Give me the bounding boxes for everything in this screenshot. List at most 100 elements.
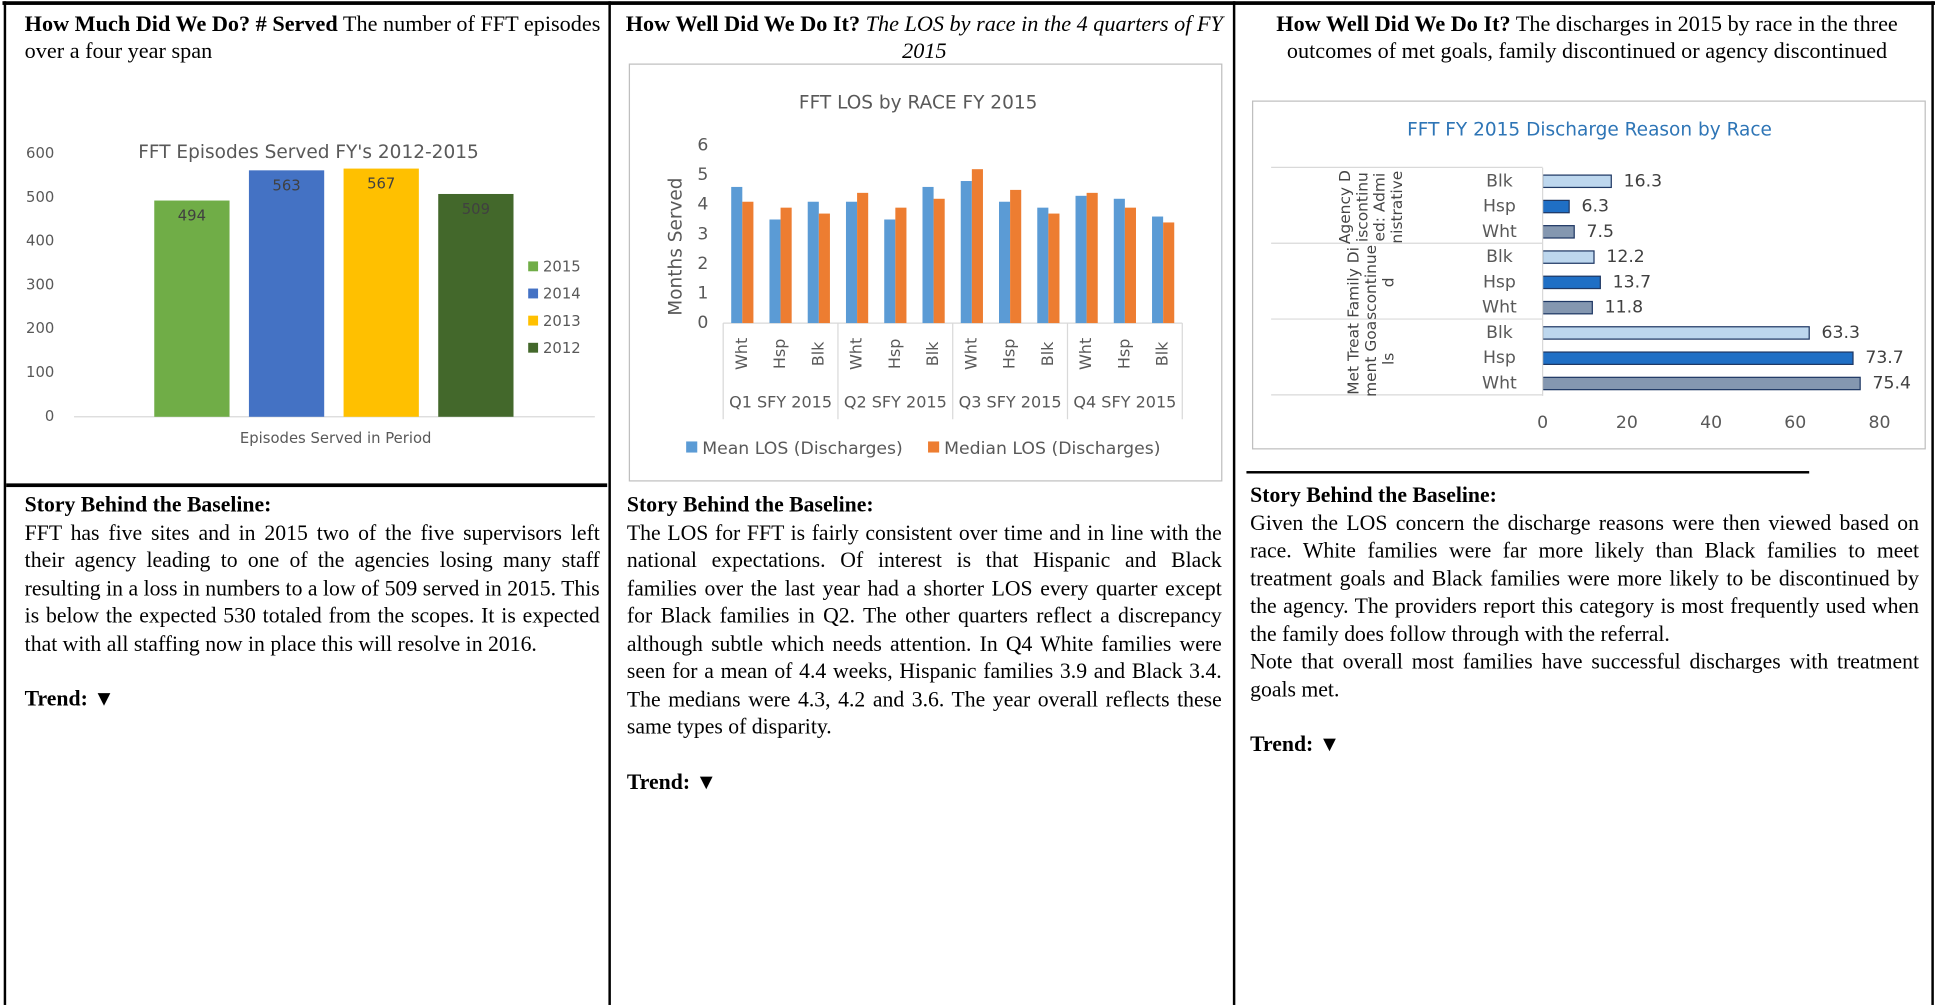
y-axis-label: Months Served [665,177,686,315]
value-label: 12.2 [1606,247,1644,267]
left-border [3,1,7,1005]
category-label: Hsp [1483,272,1516,292]
legend-swatch [528,288,539,299]
section-rule [1246,471,1810,474]
x-tick-label: Blk [808,341,827,366]
bar [1086,192,1098,324]
bar [1542,275,1601,290]
y-tick-label: 0 [697,313,708,333]
value-label: 63.3 [1822,323,1860,343]
value-label: 567 [367,176,395,193]
group-label: Family Discontinued [1343,244,1398,320]
y-tick-label: 100 [26,364,54,381]
chart-title: FFT LOS by RACE FY 2015 [799,93,1037,114]
bar [343,168,419,417]
category-label: Blk [1486,171,1513,191]
legend-swatch [928,441,940,453]
value-label: 494 [178,208,206,225]
header-text: The LOS by race in the 4 quarters of FY … [860,11,1223,63]
x-tick-label: 80 [1869,413,1891,433]
legend-label: 2014 [543,286,581,303]
value-label: 6.3 [1581,197,1608,217]
bar [1542,250,1595,264]
x-axis-label: Episodes Served in Period [240,430,431,447]
bar [1542,300,1593,315]
group-label: Agency Discontinued: Administrative [1335,169,1406,244]
value-label: 563 [272,177,300,194]
y-tick-label: 4 [697,195,708,215]
bar [154,200,230,417]
y-tick-label: 500 [26,189,54,206]
bar [1542,225,1575,239]
column-divider [608,1,611,1005]
bar [1048,213,1060,324]
story-heading: Story Behind the Baseline: [1250,482,1497,507]
bar [922,186,934,324]
legend-label: 2012 [543,340,581,357]
category-label: Wht [1482,222,1517,242]
y-tick-label: 300 [26,276,54,293]
bar [971,169,983,324]
y-tick-label: 200 [26,320,54,337]
value-label: 73.7 [1865,348,1903,368]
x-tick-label: 60 [1784,413,1806,433]
category-label: Wht [1482,298,1517,318]
bar [960,181,972,324]
section-rule [6,483,608,488]
legend-swatch [528,261,539,272]
y-tick-label: 400 [26,233,54,250]
panel-header: How Much Did We Do? # Served The number … [25,10,605,64]
bar [1113,198,1125,324]
value-label: 7.5 [1587,222,1614,242]
header-bold: How Well Did We Do It? [1276,11,1511,36]
bar [818,213,830,324]
bar [999,201,1011,324]
bar [769,219,781,324]
x-tick-label: 0 [1537,413,1548,433]
y-tick-label: 1 [697,283,708,303]
header-bold: How Much Did We Do? # Served [24,11,338,36]
value-label: 75.4 [1873,373,1911,393]
y-tick-label: 5 [697,165,708,185]
chart-frame [1251,100,1926,450]
legend-swatch [686,441,698,453]
category-label: Hsp [1483,197,1516,217]
bar [845,201,858,324]
header-text: The discharges in 2015 by race in the th… [1286,11,1898,63]
value-label: 509 [462,201,490,218]
legend-label: 2015 [543,259,581,276]
bar [742,201,754,324]
category-label: Wht [1482,373,1517,393]
y-tick-label: 6 [697,136,708,156]
x-tick-label: Hsp [770,339,789,370]
bar [1124,207,1136,324]
story: Story Behind the Baseline: Given the LOS … [1250,481,1919,758]
x-tick-label: Blk [923,341,942,366]
story-heading: Story Behind the Baseline: [626,492,874,517]
legend-swatch [528,342,539,353]
legend-swatch [528,315,539,326]
bar [1542,174,1612,189]
x-tick-label: Wht [732,338,751,370]
bar [895,207,907,324]
trend: Trend: ▼ [626,768,717,794]
bar [1010,189,1022,324]
group-label: Q4 SFY 2015 [1073,393,1176,412]
story-body: Note that overall most families have suc… [1250,648,1920,702]
bar [1163,222,1175,324]
bar [438,193,514,417]
group-label: Q1 SFY 2015 [729,393,832,412]
story: Story Behind the Baseline: FFT has five s… [25,491,600,712]
legend-label: Mean LOS (Discharges) [702,439,903,459]
bar [248,170,325,417]
story-heading: Story Behind the Baseline: [24,492,272,517]
chart-title: FFT Episodes Served FY's 2012-2015 [138,142,479,163]
y-tick-label: 0 [45,408,54,425]
story-body: FFT has five sites and in 2015 two of th… [24,519,600,656]
x-tick-label: Hsp [1000,339,1019,370]
x-tick-label: Hsp [1114,339,1133,370]
value-label: 13.7 [1613,272,1651,292]
panel-header: How Well Did We Do It? The LOS by race i… [623,10,1225,64]
